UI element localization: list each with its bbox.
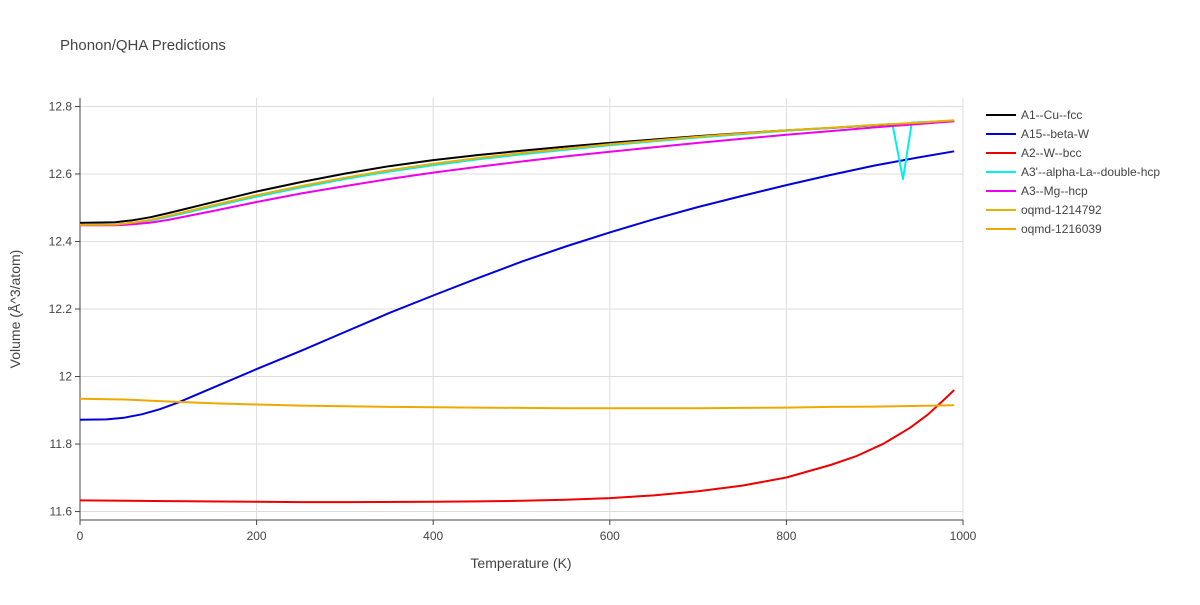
x-tick-label: 200 — [247, 529, 267, 543]
legend-label: A1--Cu--fcc — [1021, 108, 1082, 122]
y-tick-label: 11.6 — [50, 505, 73, 519]
legend-label: A3'--alpha-La--double-hcp — [1021, 165, 1160, 179]
axes: 0 200 400 600 800 1000 11.6 11.8 12 12.2 12.4 12.6 1… — [49, 98, 977, 543]
x-tick-label: 800 — [776, 529, 796, 543]
y-tick-label: 12.2 — [49, 302, 73, 316]
y-tick-label: 12.8 — [49, 99, 73, 113]
chart-title: Phonon/QHA Predictions — [60, 37, 226, 54]
series-line-6[interactable] — [79, 397, 955, 410]
legend-item-1[interactable]: A15--beta-W — [986, 127, 1090, 141]
series-line-1[interactable] — [79, 150, 955, 421]
x-tick-label: 0 — [77, 529, 84, 543]
y-tick-label: 12 — [59, 370, 73, 384]
legend-label: A15--beta-W — [1021, 127, 1090, 141]
x-axis-title: Temperature (K) — [470, 555, 571, 571]
plot-area[interactable] — [79, 119, 955, 504]
y-tick-label: 12.4 — [49, 234, 73, 248]
legend-item-5[interactable]: oqmd-1214792 — [986, 203, 1102, 217]
x-tick-label: 400 — [423, 529, 443, 543]
series-line-4[interactable] — [80, 120, 955, 227]
legend-label: oqmd-1214792 — [1021, 203, 1102, 217]
grid — [80, 98, 964, 520]
legend: A1--Cu--fcc A15--beta-W A2--W--bcc A3'--alp… — [986, 108, 1160, 236]
legend-label: A2--W--bcc — [1021, 146, 1081, 160]
legend-item-3[interactable]: A3'--alpha-La--double-hcp — [986, 165, 1160, 179]
legend-label: oqmd-1216039 — [1021, 222, 1102, 236]
series-line-2[interactable] — [79, 389, 955, 504]
legend-label: A3--Mg--hcp — [1021, 184, 1088, 198]
series-line-5[interactable] — [79, 119, 955, 226]
x-tick-label: 1000 — [950, 529, 977, 543]
legend-item-6[interactable]: oqmd-1216039 — [986, 222, 1102, 236]
series-line-3[interactable] — [79, 119, 955, 226]
legend-item-0[interactable]: A1--Cu--fcc — [986, 108, 1082, 122]
y-axis-title: Volume (Å^3/atom) — [7, 250, 23, 369]
y-tick-label: 12.6 — [49, 167, 73, 181]
legend-item-4[interactable]: A3--Mg--hcp — [986, 184, 1088, 198]
y-tick-label: 11.8 — [50, 437, 73, 451]
x-tick-label: 600 — [600, 529, 620, 543]
legend-item-2[interactable]: A2--W--bcc — [986, 146, 1081, 160]
